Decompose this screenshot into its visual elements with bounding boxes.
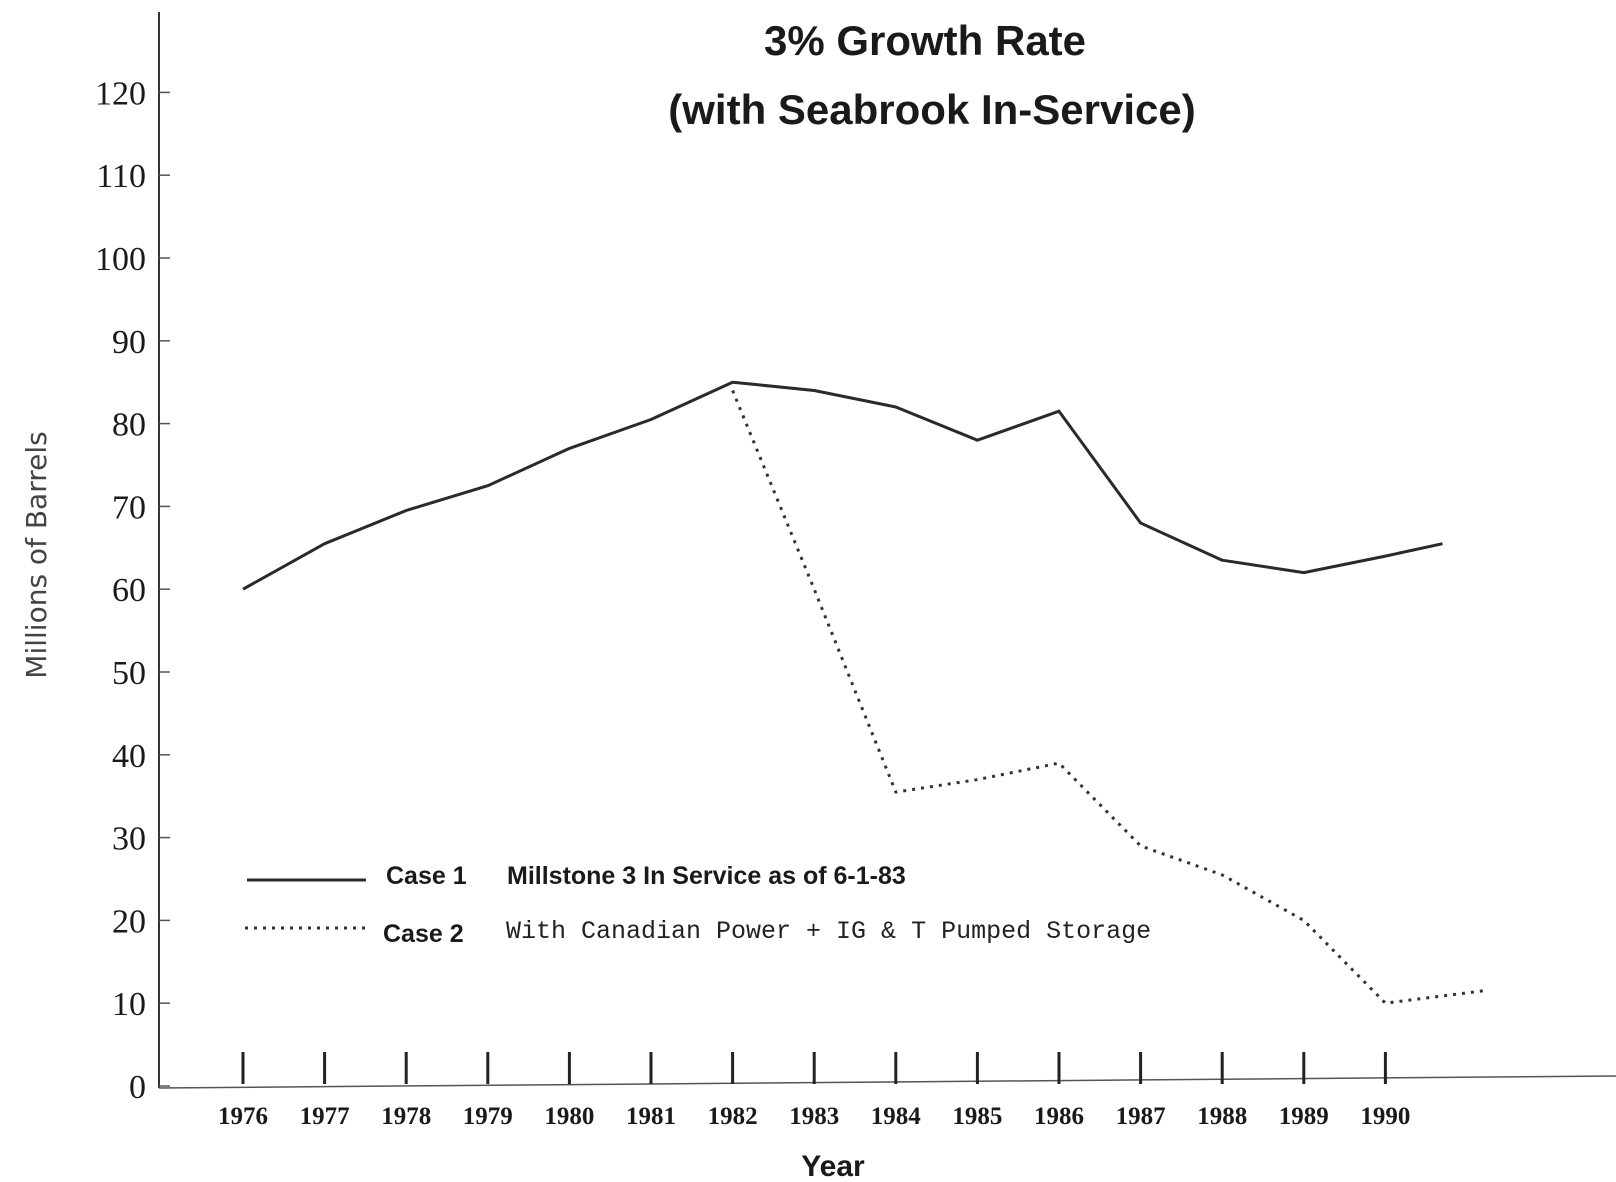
x-tick-label: 1982 bbox=[708, 1103, 758, 1130]
y-tick-label: 80 bbox=[112, 407, 146, 444]
y-tick-label: 90 bbox=[112, 324, 146, 361]
x-tick-label: 1981 bbox=[626, 1103, 676, 1130]
legend-desc-case-2: With Canadian Power + IG & T Pumped Stor… bbox=[506, 917, 1151, 946]
y-tick-label: 0 bbox=[129, 1069, 146, 1106]
x-tick-label: 1986 bbox=[1034, 1103, 1084, 1130]
x-axis-label: Year bbox=[801, 1150, 865, 1182]
x-tick-label: 1988 bbox=[1197, 1103, 1247, 1130]
legend-desc-case-1: Millstone 3 In Service as of 6-1-83 bbox=[507, 862, 906, 890]
y-tick-label: 10 bbox=[112, 986, 146, 1023]
x-tick-label: 1987 bbox=[1116, 1103, 1166, 1130]
x-tick-label: 1989 bbox=[1279, 1103, 1329, 1130]
x-tick-label: 1979 bbox=[463, 1103, 513, 1130]
y-tick-label: 100 bbox=[95, 241, 146, 278]
x-axis bbox=[158, 1075, 1616, 1089]
legend-label-case-1: Case 1 bbox=[386, 862, 467, 890]
y-tick-label: 110 bbox=[96, 158, 146, 195]
y-axis-label: Millions of Barrels bbox=[20, 431, 53, 678]
y-tick-label: 60 bbox=[112, 572, 146, 609]
x-tick-label: 1990 bbox=[1360, 1103, 1410, 1130]
series-line-case-1 bbox=[242, 380, 1443, 591]
chart-title-line-1: 3% Growth Rate bbox=[764, 17, 1086, 64]
chart-title-line-2: (with Seabrook In-Service) bbox=[668, 86, 1195, 133]
series-layer bbox=[242, 380, 1484, 1005]
legend: Case 1 Millstone 3 In Service as of 6-1-… bbox=[245, 862, 1151, 948]
y-ticks: 0 10 20 30 40 50 60 70 80 90 100 110 120 bbox=[95, 75, 170, 1106]
y-tick-label: 30 bbox=[112, 821, 146, 858]
y-tick-label: 70 bbox=[112, 489, 146, 526]
x-ticks: 1976 1977 1978 1979 1980 1981 1982 1983 1984 1985… bbox=[218, 1052, 1410, 1130]
y-tick-label: 50 bbox=[112, 655, 146, 692]
x-tick-label: 1980 bbox=[544, 1103, 594, 1130]
x-tick-label: 1985 bbox=[952, 1103, 1002, 1130]
legend-label-case-2: Case 2 bbox=[383, 920, 464, 948]
y-tick-label: 120 bbox=[95, 75, 146, 112]
x-tick-label: 1983 bbox=[789, 1103, 839, 1130]
series-line-case-2 bbox=[731, 389, 1484, 1005]
x-tick-label: 1977 bbox=[300, 1103, 350, 1130]
x-tick-label: 1976 bbox=[218, 1103, 268, 1130]
x-tick-label: 1978 bbox=[381, 1103, 431, 1130]
y-tick-label: 20 bbox=[112, 903, 146, 940]
y-tick-label: 40 bbox=[112, 738, 146, 775]
x-tick-label: 1984 bbox=[871, 1103, 922, 1130]
